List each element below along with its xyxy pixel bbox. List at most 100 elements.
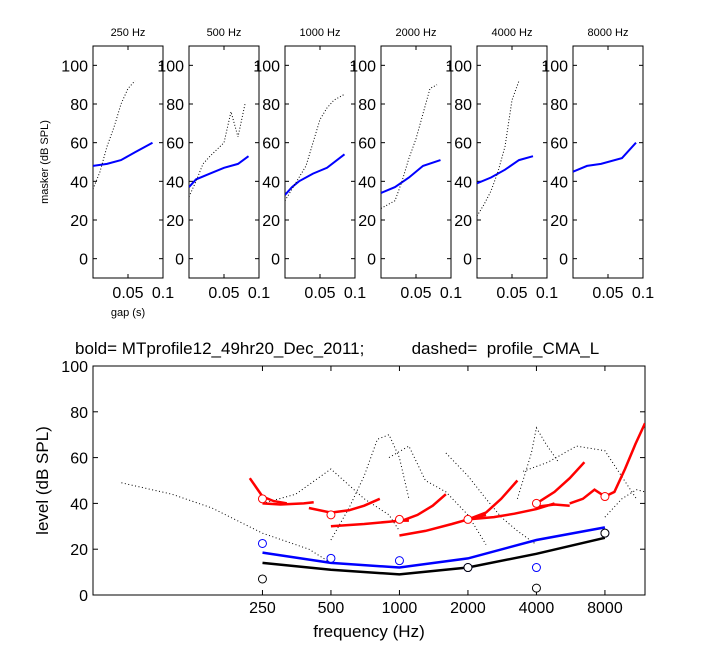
y-tick-label: 0	[271, 252, 280, 269]
axes-box	[92, 45, 164, 279]
y-tick-label: 80	[262, 97, 280, 114]
y-tick-label: 100	[349, 58, 376, 75]
red-series-line	[308, 497, 381, 514]
y-tick-label: 20	[454, 213, 472, 230]
axes-box	[92, 365, 646, 596]
y-tick-label: 60	[358, 136, 376, 153]
y-tick-label: 80	[358, 97, 376, 114]
subplot-title: 250 Hz	[111, 27, 146, 39]
dotted-series-line	[381, 84, 438, 209]
y-tick-label: 80	[550, 97, 568, 114]
x-tick-label: 1000	[382, 600, 418, 617]
red-series-line	[398, 493, 447, 523]
red-circle-marker	[600, 492, 610, 502]
red-series-line	[248, 477, 288, 505]
blue-circle-marker	[394, 556, 404, 566]
x-tick-label: 0.1	[440, 285, 462, 302]
subplot-title: 500 Hz	[207, 27, 242, 39]
y-tick-label: 40	[70, 174, 88, 191]
x-tick-label: 0.1	[248, 285, 270, 302]
solid-series-line	[189, 155, 250, 188]
y-tick-label: 40	[70, 496, 88, 513]
x-tick-label: 0.05	[400, 285, 431, 302]
x-axis-label: frequency (Hz)	[313, 622, 424, 641]
series-group	[381, 84, 441, 209]
y-tick-label: 80	[70, 405, 88, 422]
red-series-line	[604, 422, 645, 498]
y-tick-label: 100	[253, 58, 280, 75]
y-tick-label: 60	[70, 451, 88, 468]
red-circle-marker	[463, 514, 473, 524]
series-group	[93, 80, 153, 190]
series-group	[285, 93, 346, 201]
y-tick-label: 100	[61, 58, 88, 75]
subplot-title: 2000 Hz	[396, 27, 437, 39]
series-group	[573, 142, 637, 173]
axes-box	[188, 45, 260, 279]
y-tick-label: 60	[166, 136, 184, 153]
series-group	[189, 103, 250, 198]
main-chart-title: bold= MTprofile12_49hr20_Dec_2011; dashe…	[75, 339, 599, 358]
subplot-1: 0 20 40 60 80 100 0.05 0.1 250 Hz masker (dB SPL)…	[39, 27, 174, 319]
solid-series-line	[285, 153, 346, 196]
black-series-line	[262, 536, 606, 576]
y-tick-label: 40	[262, 174, 280, 191]
y-tick-label: 60	[454, 136, 472, 153]
x-tick-label: 4000	[519, 600, 555, 617]
x-tick-label: 0.1	[536, 285, 558, 302]
axes-box	[476, 45, 548, 279]
red-circle-marker	[326, 510, 336, 520]
subplot-3: 0 20 40 60 80 100 0.05 0.1 1000 Hz	[253, 27, 366, 302]
y-tick-label: 20	[550, 213, 568, 230]
subplot-title: 1000 Hz	[300, 27, 341, 39]
x-tick-label: 0.05	[496, 285, 527, 302]
y-tick-label: 40	[166, 174, 184, 191]
y-tick-label: 0	[79, 588, 88, 605]
subplot-2: 0 20 40 60 80 100 0.05 0.1 500 Hz	[157, 27, 270, 302]
solid-series-line	[573, 142, 637, 173]
black-circle-marker	[531, 583, 541, 593]
blue-series-line	[262, 526, 606, 569]
y-tick-label: 20	[262, 213, 280, 230]
black-circle-marker	[600, 528, 610, 538]
y-tick-label: 40	[358, 174, 376, 191]
y-tick-label: 0	[463, 252, 472, 269]
x-tick-label: 0.1	[632, 285, 654, 302]
x-tick-label: 0.1	[344, 285, 366, 302]
subplot-4: 0 20 40 60 80 100 0.05 0.1 2000 Hz	[349, 27, 462, 302]
solid-series-line	[477, 155, 534, 185]
x-tick-label: 0.05	[304, 285, 335, 302]
y-tick-label: 40	[550, 174, 568, 191]
red-series-line	[262, 501, 314, 506]
red-series-line	[535, 461, 586, 505]
solid-series-line	[93, 141, 153, 167]
blue-circle-marker	[257, 538, 267, 548]
dotted-series-line	[93, 80, 136, 190]
y-tick-label: 0	[79, 252, 88, 269]
x-tick-label: 0.1	[152, 285, 174, 302]
x-axis-label: gap (s)	[111, 307, 145, 319]
blue-circle-marker	[326, 553, 336, 563]
x-tick-label: 0.05	[112, 285, 143, 302]
y-axis-label: masker (dB SPL)	[39, 120, 51, 204]
dotted-series-line	[285, 93, 345, 201]
red-circle-marker	[531, 498, 541, 508]
y-tick-label: 100	[61, 359, 88, 376]
x-tick-label: 2000	[450, 600, 486, 617]
red-series-line	[569, 488, 606, 505]
x-tick-label: 0.05	[592, 285, 623, 302]
y-tick-label: 100	[541, 58, 568, 75]
y-tick-label: 60	[550, 136, 568, 153]
y-tick-label: 100	[445, 58, 472, 75]
y-tick-label: 0	[367, 252, 376, 269]
y-tick-label: 40	[454, 174, 472, 191]
dotted-series-line	[262, 468, 400, 532]
black-circle-marker	[257, 574, 267, 584]
x-tick-label: 500	[318, 600, 345, 617]
subplot-5: 0 20 40 60 80 100 0.05 0.1 4000 Hz	[445, 27, 558, 302]
axes-box	[380, 45, 452, 279]
red-circle-marker	[394, 514, 404, 524]
red-series-line	[467, 479, 519, 521]
x-tick-label: 250	[249, 600, 276, 617]
red-circle-marker	[257, 494, 267, 504]
